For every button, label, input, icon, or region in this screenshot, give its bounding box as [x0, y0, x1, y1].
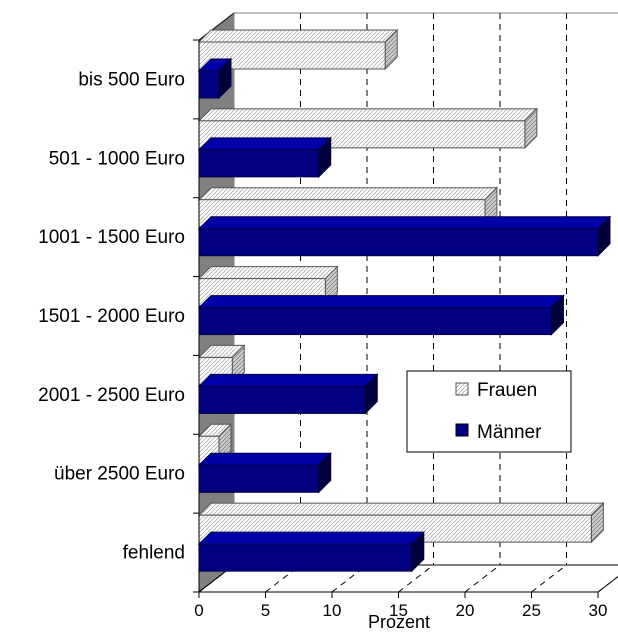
- category-labels: bis 500 Euro 501 - 1000 Euro 1001 - 1500 E…: [38, 69, 185, 563]
- bar-m-nner-1501-2000-euro: [197, 294, 565, 336]
- category-label-1001-1500-euro: 1001 - 1500 Euro: [38, 227, 185, 248]
- category-label-bis-500-euro: bis 500 Euro: [78, 69, 185, 90]
- bar-m-nner-fehlend: [197, 530, 426, 573]
- legend-box: [406, 370, 572, 453]
- x-tick-label-20: 20: [456, 601, 475, 620]
- floor-gridline: [597, 575, 618, 593]
- x-tick-label-0: 0: [194, 601, 203, 620]
- bar-front: [198, 228, 599, 257]
- floor-gridline: [398, 564, 434, 593]
- category-label-ber-2500-euro: über 2500 Euro: [54, 464, 185, 485]
- x-tick-label-25: 25: [522, 601, 541, 620]
- legend-label-maenner: Männer: [477, 422, 542, 443]
- bar-front: [198, 70, 220, 99]
- bar-top: [197, 216, 612, 230]
- x-tick-label-5: 5: [261, 601, 270, 620]
- bar-front: [198, 543, 413, 572]
- x-tick-label-30: 30: [589, 601, 608, 620]
- legend: Frauen Männer: [406, 370, 572, 453]
- bar-top: [197, 187, 499, 201]
- bar-m-nner-1001-1500-euro: [197, 215, 612, 257]
- bar-top: [197, 108, 539, 122]
- bar-m-nner-2001-2500-euro: [197, 373, 379, 415]
- bar-m-nner-ber-2500-euro: [197, 452, 332, 494]
- x-tick-label-15: 15: [389, 601, 408, 620]
- floor-gridline: [464, 564, 501, 593]
- bar-m-nner-bis-500-euro: [197, 57, 233, 100]
- legend-swatch-frauen: [455, 382, 469, 396]
- x-axis-title: Prozent: [368, 612, 430, 632]
- tick-labels: 0 5 10 15 20 25 30: [194, 601, 607, 620]
- bars: [197, 28, 612, 573]
- bar-front: [198, 149, 320, 178]
- category-label-2001-2500-euro: 2001 - 2500 Euro: [38, 385, 185, 406]
- bar-top: [197, 452, 332, 466]
- floor-gridline: [531, 564, 567, 593]
- bar-top: [197, 531, 426, 545]
- bar-top: [197, 29, 399, 43]
- category-label-fehlend: fehlend: [123, 543, 185, 564]
- bar-front: [198, 307, 552, 336]
- x-tick-label-10: 10: [323, 601, 342, 620]
- legend-swatch-maenner: [455, 423, 469, 437]
- bar-top: [197, 137, 332, 151]
- bar-front: [198, 464, 320, 493]
- bar-m-nner-501-1000-euro: [197, 136, 332, 179]
- bar-top: [197, 502, 605, 516]
- bar-top: [197, 373, 379, 387]
- category-label-501-1000-euro: 501 - 1000 Euro: [49, 148, 185, 169]
- bar-front: [198, 385, 366, 414]
- legend-label-frauen: Frauen: [477, 380, 537, 401]
- axes: [193, 39, 599, 598]
- bar-top: [197, 266, 339, 280]
- category-label-1501-2000-euro: 1501 - 2000 Euro: [38, 306, 185, 327]
- bar-top: [197, 295, 565, 309]
